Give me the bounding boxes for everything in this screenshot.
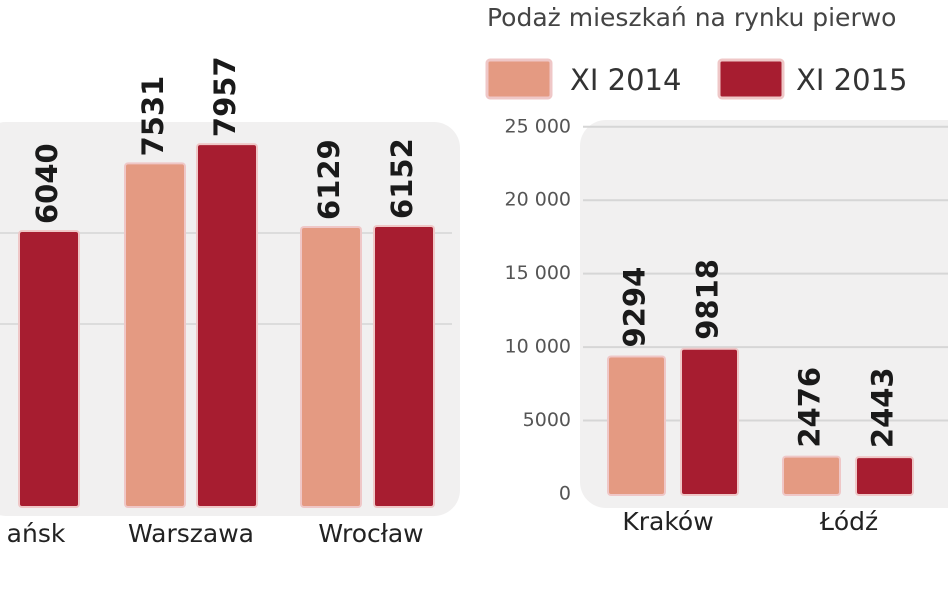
category-label: Kraków	[622, 507, 713, 536]
value-label: 9294	[618, 267, 652, 348]
bar-xi2015-3	[373, 224, 435, 508]
chart-title: Podaż mieszkań na rynku pierwo	[487, 3, 896, 32]
category-label: Łódź	[819, 507, 878, 536]
y-tick-label: 20 000	[505, 189, 571, 211]
category-label: Warszawa	[128, 519, 254, 548]
bar-xi2015-lodz	[855, 456, 914, 496]
legend-swatch-xi2015	[717, 58, 785, 100]
bar-xi2014-3	[300, 225, 362, 508]
bar-xi2015-krakow	[680, 347, 739, 496]
y-tick-label: 5000	[523, 409, 571, 431]
value-label: 9818	[691, 259, 725, 340]
bar-xi2014-2	[124, 162, 186, 508]
category-label: Wrocław	[318, 519, 423, 548]
value-label: 7531	[136, 76, 170, 157]
legend-label: XI 2015	[796, 63, 907, 97]
y-tick-label: 0	[559, 483, 571, 505]
bar-xi2014-lodz	[782, 455, 841, 496]
plot-area-right	[580, 120, 948, 508]
legend-swatch-xi2014	[485, 58, 553, 100]
category-label: ańsk	[7, 519, 66, 548]
bar-xi2015-1	[18, 230, 80, 508]
value-label: 2443	[866, 367, 900, 448]
value-label: 7957	[208, 56, 242, 137]
y-tick-label: 10 000	[505, 336, 571, 358]
value-label: 2476	[793, 367, 827, 448]
value-label: 6129	[312, 139, 346, 220]
bar-xi2015-2	[196, 143, 258, 508]
value-label: 6040	[30, 143, 64, 224]
bar-xi2014-krakow	[607, 355, 666, 496]
value-label: 6152	[385, 138, 419, 219]
y-tick-label: 25 000	[505, 115, 571, 137]
legend-label: XI 2014	[570, 63, 681, 97]
y-tick-label: 15 000	[505, 262, 571, 284]
